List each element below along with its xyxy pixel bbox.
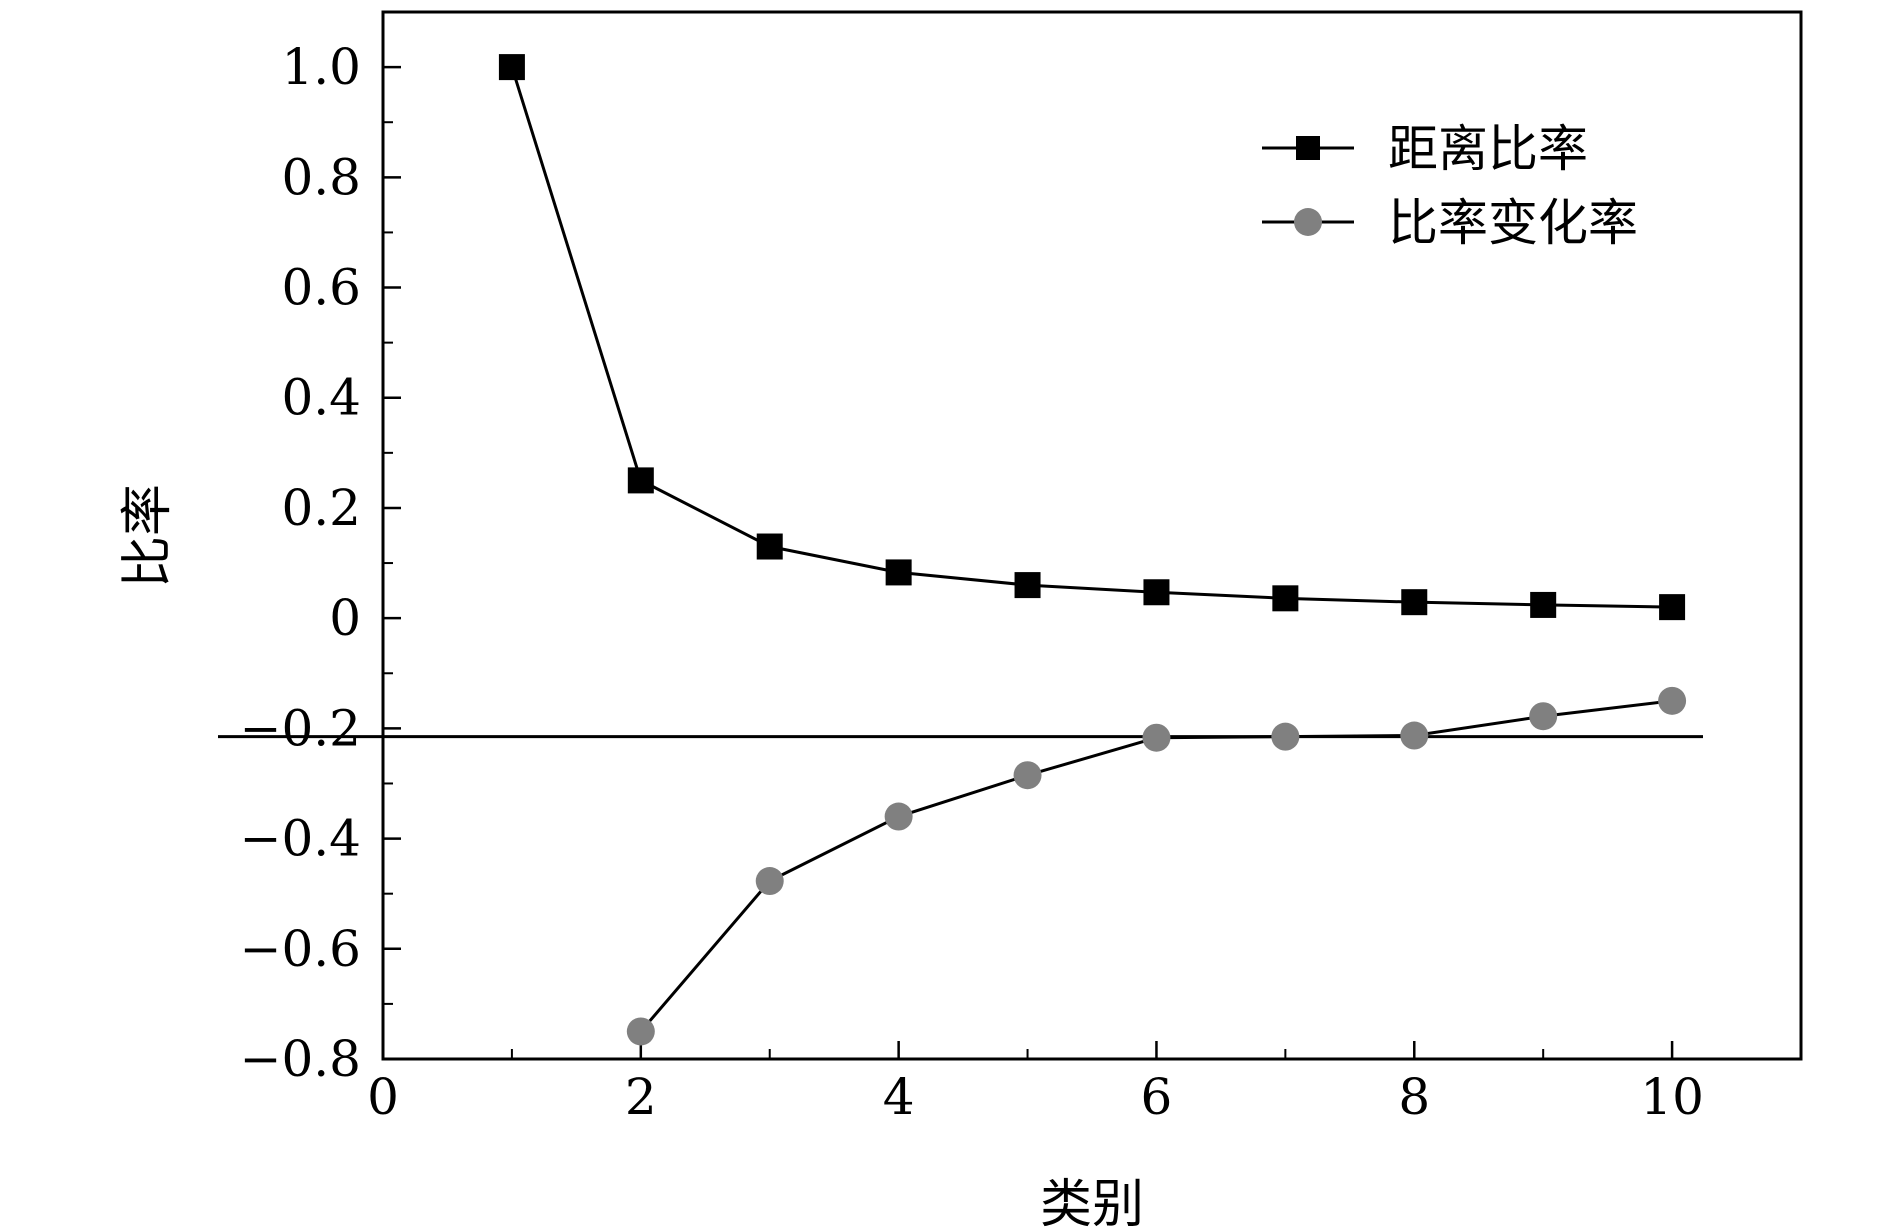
series-1-point-7 [1272,585,1299,612]
series-2-point-10 [1658,686,1687,715]
x-axis-title: 类别 [1040,1175,1144,1229]
series-line-1 [510,66,1673,609]
legend-label-series-1: 距离比率 [1388,120,1588,178]
series-1-point-6 [1143,579,1170,606]
x-tick-label-6: 6 [1141,1068,1173,1126]
series-2-point-4 [884,802,913,831]
y-tick-label-7: 0.6 [281,259,361,317]
series-1-point-10 [1659,594,1686,621]
legend-marker-square [1296,136,1320,160]
y-tick-label-1: −0.6 [240,920,361,978]
x-tick-label-2: 2 [625,1068,657,1126]
x-tick-label-10: 10 [1640,1068,1704,1126]
series-2-point-7 [1271,722,1300,751]
y-tick-label-8: 0.8 [281,148,361,206]
series-2-point-8 [1400,721,1429,750]
y-axis-title: 比率 [118,484,178,588]
series-1-point-3 [756,533,783,560]
legend-label-series-2: 比率变化率 [1388,194,1638,252]
plot-frame [381,10,1803,1061]
series-layer [498,54,1687,1046]
series-1-point-2 [627,467,654,494]
legend: 距离比率 比率变化率 [1262,120,1638,252]
series-2-point-2 [626,1017,655,1046]
series-1-point-1 [498,54,525,81]
x-tick-label-8: 8 [1398,1068,1430,1126]
ticks-layer: 0 2 4 6 8 10 −0.8 −0.6 −0.4 −0.2 0 0.2 0.4 0.6 0.8 1.0 [240,11,1704,1126]
series-2-point-6 [1142,723,1171,752]
series-1-point-9 [1530,591,1557,618]
series-1-point-8 [1401,589,1428,616]
series-1-point-4 [885,559,912,586]
y-tick-label-6: 0.4 [281,369,361,427]
y-tick-label-2: −0.4 [240,810,361,868]
series-1-point-5 [1014,572,1041,599]
y-tick-label-9: 1.0 [281,38,361,96]
y-tick-label-3: −0.2 [240,699,361,757]
series-2-point-3 [755,867,784,896]
series-2-point-9 [1529,702,1558,731]
y-tick-label-5: 0.2 [281,479,361,537]
series-2-point-5 [1013,761,1042,790]
x-tick-label-0: 0 [367,1068,399,1126]
y-tick-label-4: 0 [329,589,361,647]
y-tick-label-0: −0.8 [240,1030,361,1088]
x-tick-label-4: 4 [883,1068,915,1126]
legend-marker-circle [1294,208,1322,236]
